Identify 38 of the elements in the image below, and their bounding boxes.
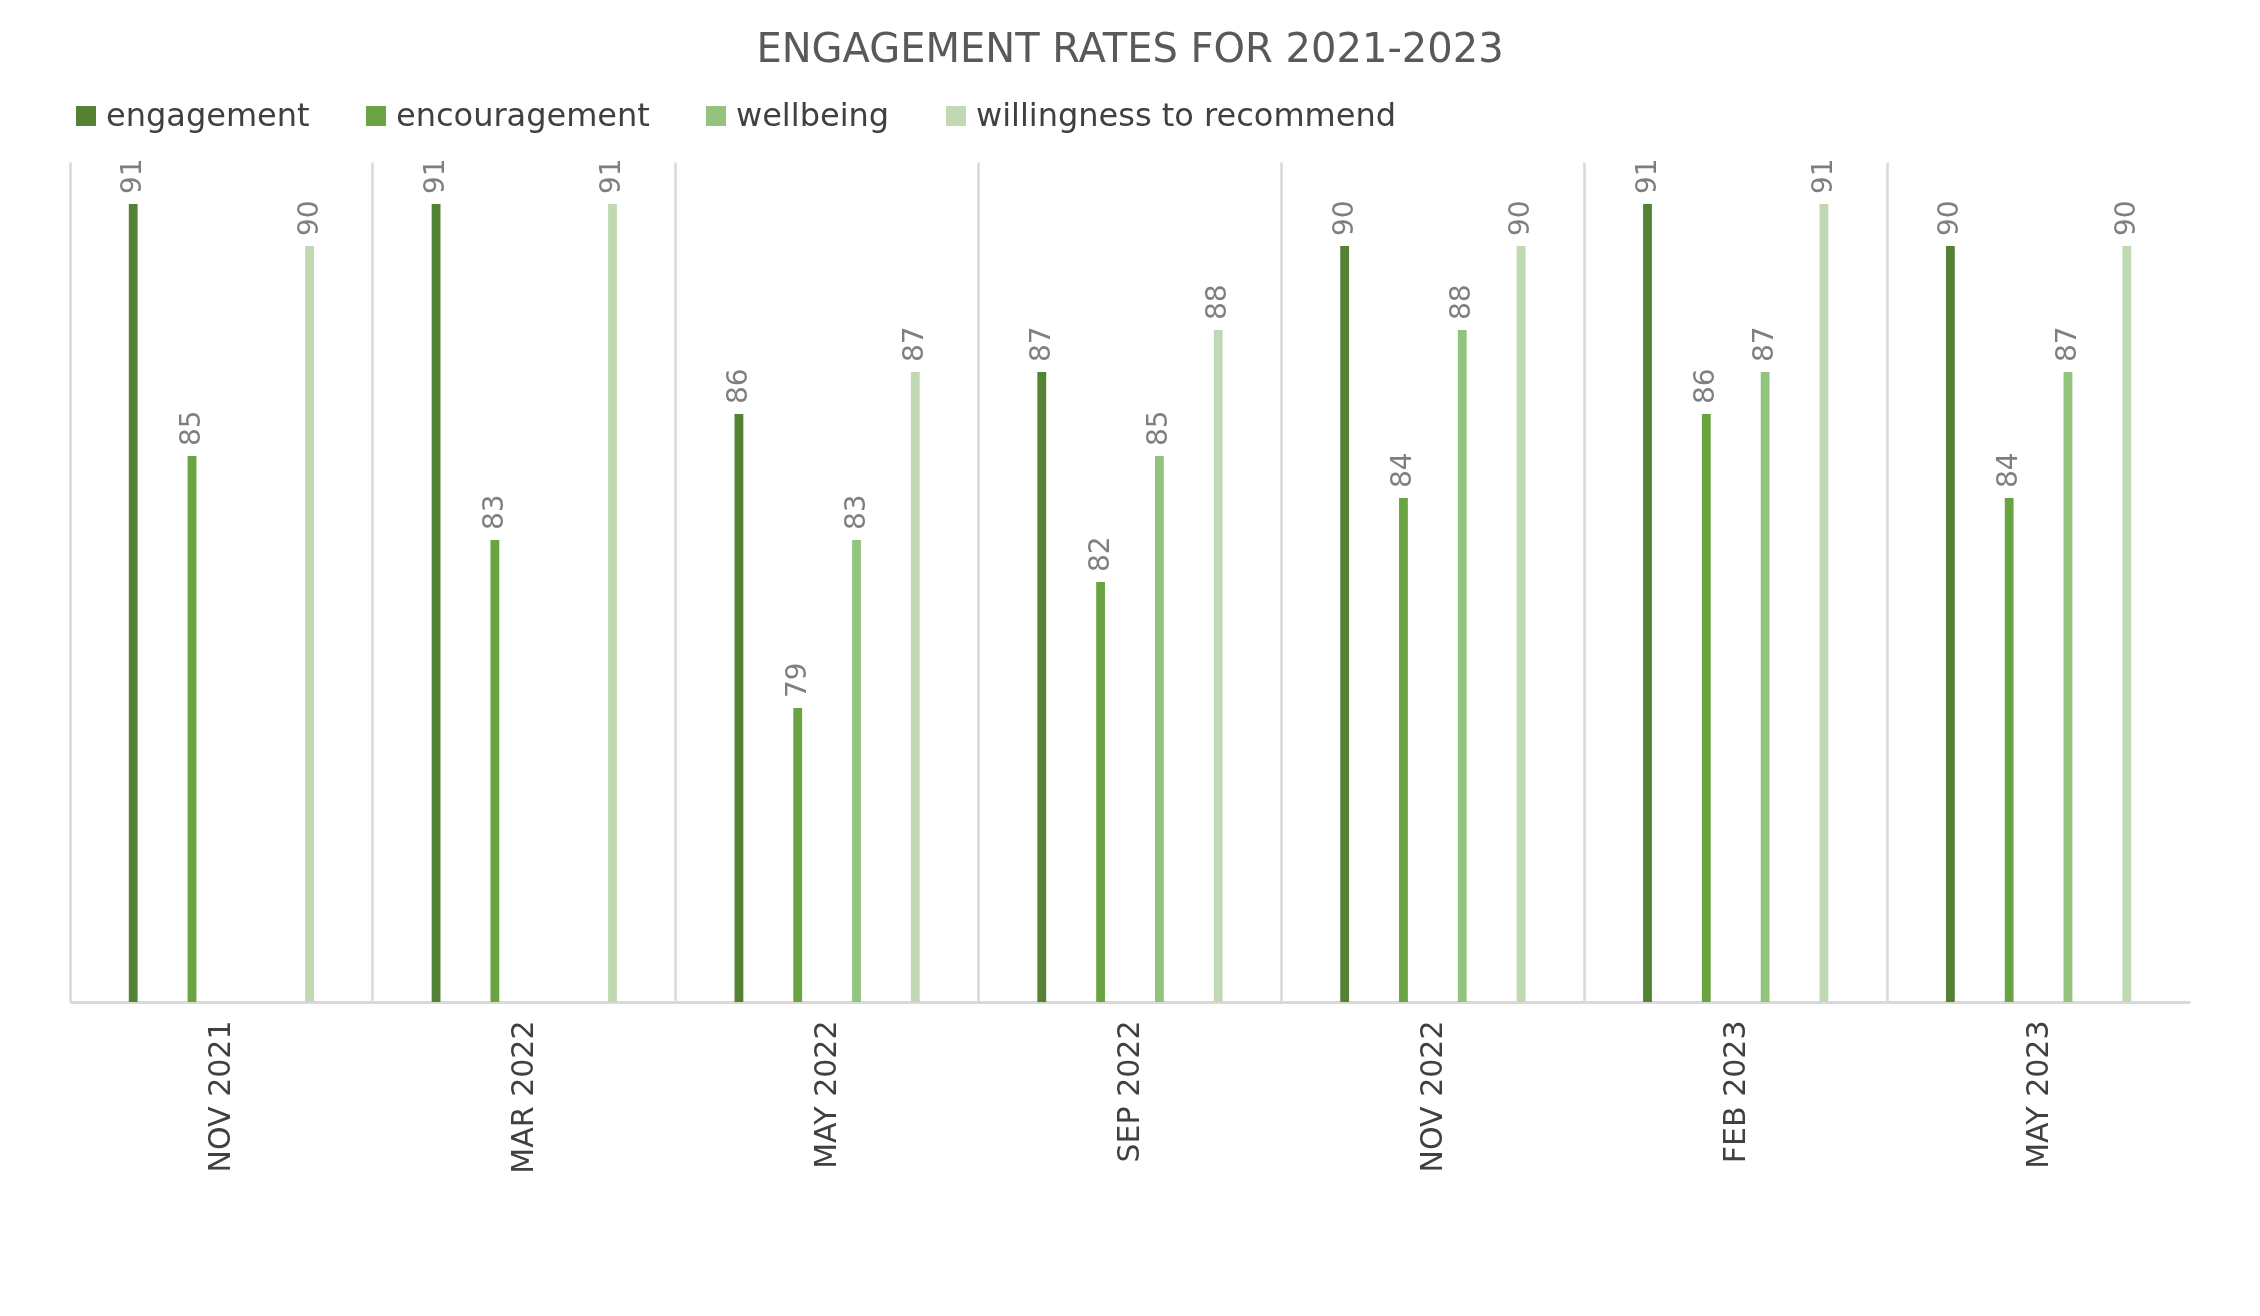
data-label: 91 <box>1629 158 1663 194</box>
data-label: 87 <box>897 326 931 362</box>
data-label: 82 <box>1082 536 1116 572</box>
data-label: 85 <box>1141 410 1175 446</box>
data-label: 86 <box>1688 368 1722 404</box>
data-label: 90 <box>1326 200 1360 236</box>
data-label: 83 <box>476 494 510 530</box>
x-tick-label: MAY 2023 <box>2019 1020 2055 1169</box>
data-label: 84 <box>1991 452 2025 488</box>
data-label: 79 <box>779 662 813 698</box>
legend-label: willingness to recommend <box>976 96 1397 134</box>
x-tick-label: NOV 2021 <box>202 1020 238 1173</box>
data-label: 85 <box>174 410 208 446</box>
data-label: 84 <box>1385 452 1419 488</box>
data-label: 90 <box>2108 200 2142 236</box>
legend-label: encouragement <box>396 96 650 134</box>
data-label: 90 <box>1932 200 1966 236</box>
legend-label: engagement <box>106 96 310 134</box>
data-label: 90 <box>1503 200 1537 236</box>
legend-label: wellbeing <box>736 96 890 134</box>
data-label: 86 <box>720 368 754 404</box>
data-label: 91 <box>418 158 452 194</box>
x-tick-label: MAR 2022 <box>505 1020 541 1174</box>
x-tick-label: SEP 2022 <box>1111 1020 1146 1163</box>
chart-title: ENGAGEMENT RATES FOR 2021-2023 <box>756 25 1504 71</box>
x-tick-label: NOV 2022 <box>1413 1020 1449 1173</box>
data-label: 87 <box>1023 326 1057 362</box>
data-label: 87 <box>1747 326 1781 362</box>
data-label: 91 <box>594 158 628 194</box>
data-label: 91 <box>115 158 149 194</box>
data-label: 88 <box>1200 284 1234 320</box>
x-tick-label: FEB 2023 <box>1716 1020 1752 1164</box>
data-label: 87 <box>2049 326 2083 362</box>
data-label: 88 <box>1444 284 1478 320</box>
x-tick-label: MAY 2022 <box>808 1020 844 1169</box>
data-label: 83 <box>838 494 872 530</box>
data-label: 91 <box>1805 158 1839 194</box>
data-label: 90 <box>291 200 325 236</box>
